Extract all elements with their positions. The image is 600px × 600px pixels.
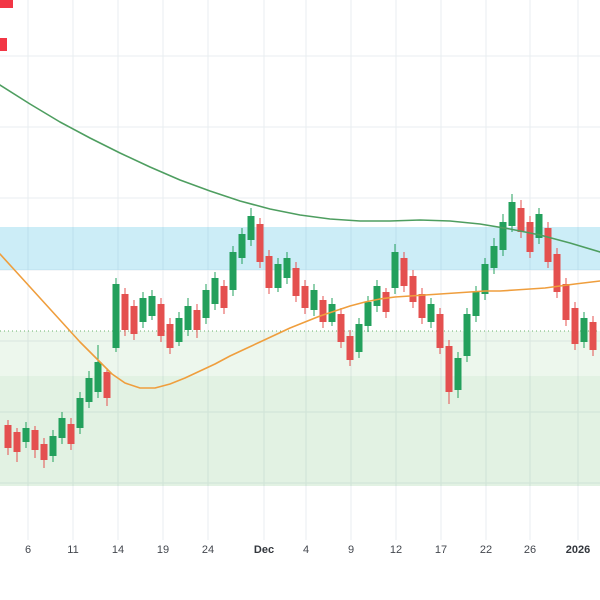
candle-down[interactable] <box>256 218 264 268</box>
candle-up[interactable] <box>310 284 318 316</box>
candle-down[interactable] <box>130 300 138 340</box>
candle-up[interactable] <box>148 290 156 320</box>
candle-down[interactable] <box>400 252 408 292</box>
ma-slow-line <box>0 84 600 253</box>
candle-up[interactable] <box>373 280 381 312</box>
x-axis-label-2026[interactable]: 2026 <box>566 544 590 556</box>
x-axis-label-12[interactable]: 12 <box>390 544 402 556</box>
candle-up[interactable] <box>535 208 543 244</box>
candle-down[interactable] <box>4 420 12 455</box>
candle-down[interactable] <box>526 216 534 258</box>
candle-down[interactable] <box>346 330 354 366</box>
x-axis-label-4[interactable]: 4 <box>303 544 309 556</box>
x-axis-label-9[interactable]: 9 <box>348 544 354 556</box>
x-axis-label-11[interactable]: 11 <box>67 544 78 556</box>
candle-up[interactable] <box>22 422 30 448</box>
candle-down[interactable] <box>157 298 165 342</box>
candle-up[interactable] <box>184 298 192 336</box>
x-axis-label-22[interactable]: 22 <box>480 544 492 556</box>
x-axis-label-17[interactable]: 17 <box>435 544 447 556</box>
candle-down[interactable] <box>292 262 300 302</box>
candle-up[interactable] <box>355 318 363 358</box>
candle-up[interactable] <box>49 430 57 462</box>
candle-up[interactable] <box>463 308 471 362</box>
x-axis-label-24[interactable]: 24 <box>202 544 214 556</box>
x-axis-label-26[interactable]: 26 <box>524 544 536 556</box>
candle-up[interactable] <box>175 312 183 346</box>
candle-down[interactable] <box>553 248 561 298</box>
candle-up[interactable] <box>508 194 516 232</box>
candle-down[interactable] <box>265 250 273 294</box>
candle-up[interactable] <box>427 298 435 328</box>
candle-up[interactable] <box>85 371 93 408</box>
candle-up[interactable] <box>112 278 120 352</box>
red-marker-corner <box>0 0 13 8</box>
candle-up[interactable] <box>229 246 237 296</box>
candle-down[interactable] <box>31 426 39 458</box>
candle-up[interactable] <box>481 258 489 300</box>
support-zone-lower-band <box>0 376 600 486</box>
candle-up[interactable] <box>76 392 84 434</box>
candle-down[interactable] <box>571 302 579 350</box>
candle-down[interactable] <box>544 222 552 268</box>
red-marker-left-edge <box>0 38 7 51</box>
candle-down[interactable] <box>382 288 390 318</box>
candle-up[interactable] <box>274 258 282 292</box>
candle-up[interactable] <box>238 228 246 264</box>
x-axis-label-6[interactable]: 6 <box>25 544 31 556</box>
candle-down[interactable] <box>319 296 327 328</box>
candle-up[interactable] <box>58 412 66 444</box>
candle-up[interactable] <box>499 214 507 256</box>
x-axis-label-19[interactable]: 19 <box>157 544 169 556</box>
candle-down[interactable] <box>418 288 426 324</box>
candle-down[interactable] <box>193 304 201 338</box>
candle-down[interactable] <box>13 428 21 462</box>
support-zone-upper-band <box>0 331 600 376</box>
x-axis-label-14[interactable]: 14 <box>112 544 124 556</box>
ma-fast-line <box>0 253 600 389</box>
candle-up[interactable] <box>283 252 291 284</box>
candle-down[interactable] <box>436 308 444 354</box>
candle-down[interactable] <box>301 280 309 314</box>
candle-down[interactable] <box>67 418 75 450</box>
candle-up[interactable] <box>247 208 255 246</box>
candle-down[interactable] <box>589 316 597 356</box>
candle-up[interactable] <box>391 244 399 294</box>
candle-down[interactable] <box>409 270 417 308</box>
candle-down[interactable] <box>220 280 228 314</box>
candle-down[interactable] <box>166 318 174 354</box>
candle-down[interactable] <box>337 308 345 348</box>
resistance-zone-band <box>0 227 600 270</box>
candle-up[interactable] <box>490 238 498 274</box>
candle-up[interactable] <box>211 272 219 310</box>
candle-down[interactable] <box>445 340 453 404</box>
candle-up[interactable] <box>94 345 102 398</box>
candle-down[interactable] <box>121 288 129 336</box>
candle-up[interactable] <box>202 284 210 324</box>
candle-up[interactable] <box>139 292 147 328</box>
candle-up[interactable] <box>454 352 462 398</box>
x-axis-label-Dec[interactable]: Dec <box>254 544 274 556</box>
candle-up[interactable] <box>580 312 588 348</box>
candle-down[interactable] <box>40 438 48 468</box>
candle-down[interactable] <box>103 368 111 406</box>
